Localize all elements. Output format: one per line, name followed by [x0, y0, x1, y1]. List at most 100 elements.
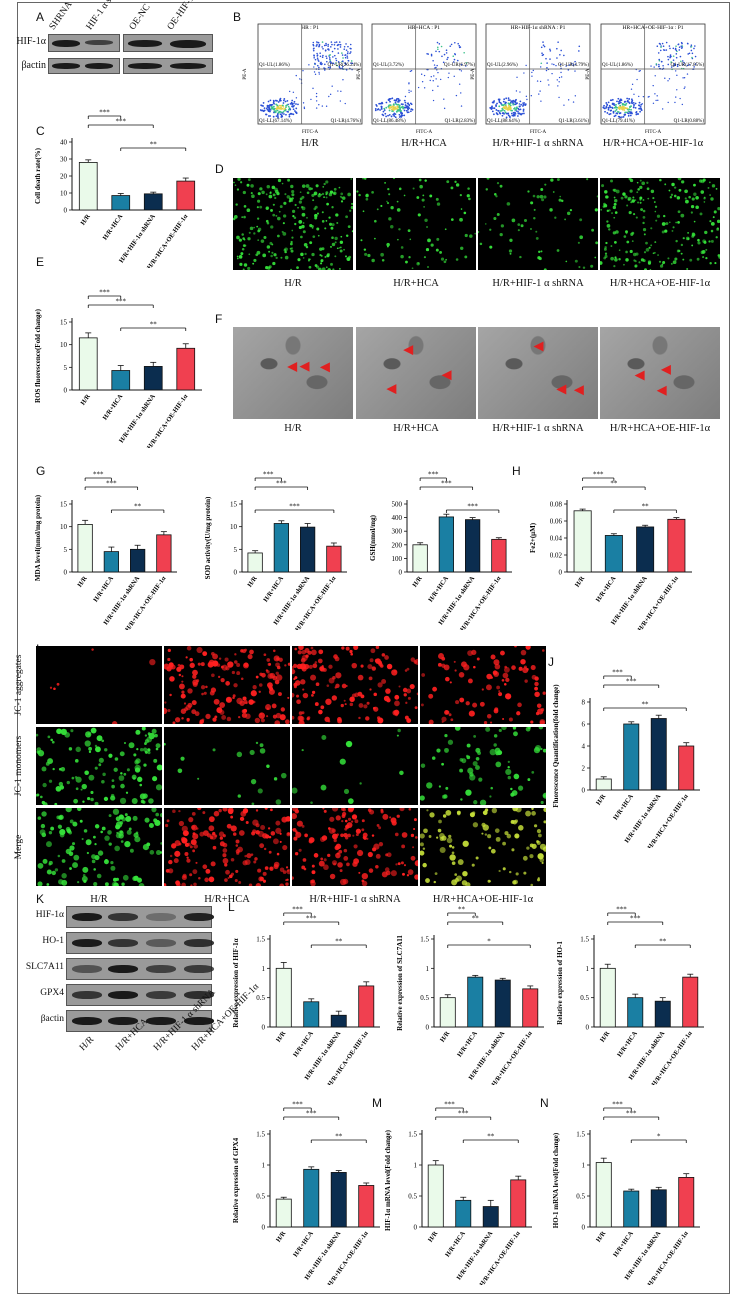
fluorescent-cell: [216, 663, 221, 667]
flow-event: [460, 63, 463, 66]
fluorescent-cell: [237, 178, 241, 181]
fluorescent-cell: [542, 748, 546, 753]
arrow-marker: [573, 385, 584, 396]
x-tick-label: H/R+HCA: [102, 393, 125, 422]
fluorescent-cell: [321, 192, 325, 196]
fluorescent-cell: [439, 846, 446, 853]
fluorescent-cell: [703, 201, 706, 203]
fluorescent-cell: [301, 824, 305, 828]
fluorescent-cell: [213, 698, 220, 705]
fluorescent-cell: [512, 880, 517, 885]
fluorescent-cell: [181, 875, 187, 881]
fluorescent-cell: [439, 250, 442, 254]
fluorescent-cell: [222, 858, 229, 864]
fluorescent-cell: [352, 834, 355, 837]
flow-event: [408, 104, 411, 107]
fluorescent-cell: [447, 739, 454, 745]
flow-event: [650, 65, 652, 67]
flow-event: [687, 53, 689, 55]
flow-event: [512, 103, 515, 106]
chart-g-sod: 0 5 10 15 SOD activity(U/mg protein) H/R H/R+H…: [200, 470, 355, 633]
flow-event: [667, 58, 670, 61]
y-tick-label: 0.04: [550, 535, 563, 543]
flow-event: [621, 107, 624, 109]
fluorescent-cell: [501, 678, 505, 682]
fluorescent-cell: [91, 859, 96, 864]
fluorescent-cell: [205, 685, 208, 689]
flow-event: [269, 115, 272, 117]
flow-q-lr: Q1-LR(4.76%): [331, 119, 362, 124]
fluorescent-cell: [284, 250, 287, 254]
fluorescent-cell: [527, 190, 530, 193]
fluorescent-cell: [697, 241, 701, 245]
fluorescent-cell: [212, 653, 218, 660]
fluorescent-cell: [110, 793, 115, 798]
fluorescent-cell: [147, 748, 151, 752]
fluorescent-cell: [654, 210, 657, 213]
fluorescent-cell: [353, 646, 359, 650]
fluorescent-cell: [654, 205, 658, 208]
bar-chart-svg: 00.511.5HO-1 mRNA level(Fold change)H/R H…: [552, 1101, 700, 1288]
fluorescent-cell: [386, 201, 390, 205]
significance-label: ***: [99, 109, 110, 117]
flow-event: [403, 99, 406, 102]
fluorescent-cell: [489, 748, 496, 756]
fluorescent-cell: [218, 675, 221, 678]
fluorescent-cell: [48, 860, 53, 865]
fluorescent-cell: [696, 257, 700, 261]
fluorescent-cell: [358, 703, 364, 708]
fluorescent-cell: [206, 833, 212, 838]
fluorescent-cell: [241, 712, 248, 718]
fluorescent-cell: [632, 212, 636, 216]
bar: [326, 545, 342, 573]
fluorescent-cell: [369, 658, 374, 663]
jc1-image: [164, 727, 290, 805]
flow-event: [607, 101, 610, 104]
fluorescent-cell: [101, 739, 105, 743]
fluorescent-cell: [195, 679, 200, 683]
fluorescent-cell: [166, 819, 170, 823]
fluorescent-cell: [242, 811, 246, 814]
flow-event: [421, 81, 424, 83]
chart-g-gsh: 0 100 200 300 400 500 GSH(nmol/mg) H/R H/R+HCA H/…: [365, 470, 520, 633]
flow-event: [310, 98, 312, 101]
fluorescent-cell: [508, 717, 513, 722]
fluorescent-cell: [654, 241, 657, 244]
flow-event: [283, 108, 286, 111]
fluorescent-cell: [656, 214, 661, 218]
fluorescent-cell: [338, 247, 341, 249]
y-tick-label: 0: [582, 787, 586, 795]
blot-a-band: [128, 40, 162, 47]
fluorescent-cell: [42, 802, 48, 805]
fluorescent-cell: [467, 678, 473, 684]
flow-event: [337, 48, 339, 50]
fluorescent-cell: [133, 753, 137, 757]
flow-event: [509, 108, 511, 111]
flow-event: [281, 104, 284, 107]
fluorescent-cell: [486, 178, 490, 180]
fluorescent-cell: [331, 808, 339, 812]
blot-k-band: [72, 939, 102, 947]
fluorescent-cell: [192, 674, 197, 679]
fluorescent-cell: [636, 181, 639, 184]
fluorescent-cell: [327, 827, 331, 830]
fluorescent-cell: [691, 197, 695, 201]
flow-event: [447, 56, 449, 59]
flow-event: [662, 45, 665, 47]
flow-event: [674, 70, 677, 72]
fluorescent-cell: [101, 826, 106, 831]
significance-label: ***: [116, 118, 127, 126]
fluorescent-cell: [368, 676, 373, 681]
flow-event: [525, 64, 527, 67]
flow-event: [292, 91, 295, 93]
flow-event: [401, 114, 404, 117]
flow-event: [280, 106, 282, 109]
fluorescent-cell: [578, 265, 581, 269]
fluorescent-cell: [111, 881, 118, 886]
fluorescent-cell: [535, 711, 540, 716]
fluorescent-cell: [282, 231, 287, 236]
fluorescent-cell: [51, 870, 56, 876]
fluorescent-cell: [357, 691, 363, 697]
fluorescent-cell: [221, 715, 227, 720]
fluorescent-cell: [310, 674, 317, 681]
